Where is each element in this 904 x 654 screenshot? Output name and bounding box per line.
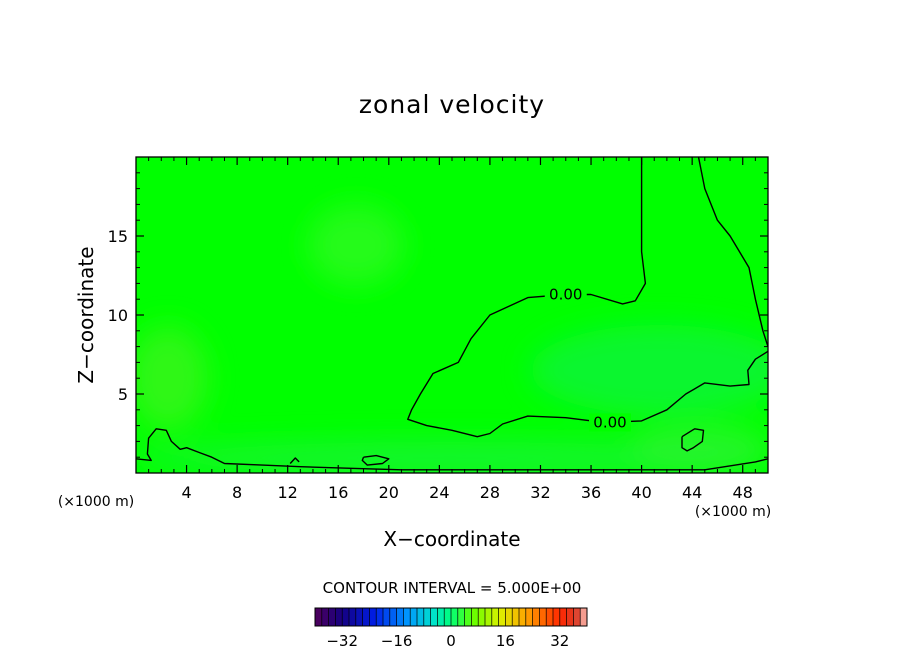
x-unit-label: (×1000 m) — [695, 504, 771, 520]
colorbar-swatch — [478, 608, 486, 626]
x-tick-label: 32 — [530, 483, 550, 502]
colorbar-swatch — [566, 608, 574, 626]
x-tick-label: 24 — [429, 483, 449, 502]
x-tick-label: 44 — [682, 483, 702, 502]
contour-label-bg-0 — [544, 285, 587, 304]
colorbar-swatch — [519, 608, 526, 626]
x-axis-ticks: 4 8 12 16 20 24 28 32 36 40 44 48 — [148, 157, 756, 502]
colorbar-swatch — [559, 608, 567, 626]
colorbar-tick-label: 32 — [550, 632, 569, 650]
colorbar-swatch — [315, 608, 322, 626]
shade-bottom — [136, 442, 768, 473]
colorbar-swatch — [573, 608, 581, 626]
colorbar-swatch — [580, 608, 588, 626]
colorbar-swatch — [457, 608, 465, 626]
colorbar-swatch — [410, 608, 418, 626]
colorbar-swatch — [525, 608, 533, 626]
x-tick-label: 48 — [733, 483, 753, 502]
contour-label-0: 0.00 — [549, 285, 582, 303]
x-tick-label: 40 — [631, 483, 651, 502]
shade-upper-left — [308, 205, 404, 285]
colorbar-ticks: −32 −16 0 16 32 — [326, 632, 569, 650]
colorbar-swatch — [430, 608, 438, 626]
colorbar-swatch — [546, 608, 554, 626]
colorbar-swatch — [539, 608, 547, 626]
colorbar-swatch — [437, 608, 445, 626]
x-tick-label: 12 — [278, 483, 298, 502]
colorbar-swatch — [362, 608, 370, 626]
colorbar-swatch — [342, 608, 350, 626]
colorbar-swatch — [321, 608, 329, 626]
colorbar-tick-label: 16 — [496, 632, 515, 650]
colorbar-swatch — [383, 608, 390, 626]
colorbar-swatch — [355, 608, 363, 626]
colorbar-swatch — [369, 608, 377, 626]
contour-line-2 — [136, 428, 768, 471]
colorbar-swatch — [328, 608, 336, 626]
contour-line-0 — [407, 157, 768, 438]
y-tick-label: 15 — [108, 227, 128, 246]
colorbar-swatch — [444, 608, 452, 626]
colorbar-swatch — [403, 608, 411, 626]
colorbar-swatch — [485, 608, 492, 626]
colorbar-swatch — [349, 608, 356, 626]
velocity-shading — [136, 205, 768, 473]
colorbar-swatch — [505, 608, 513, 626]
x-tick-label: 36 — [581, 483, 601, 502]
colorbar-swatch — [471, 608, 479, 626]
y-axis-ticks: 5 10 15 — [108, 172, 768, 458]
shade-bottom-right — [630, 423, 768, 473]
colorbar-frame — [314, 607, 588, 627]
colorbar-swatch — [451, 608, 458, 626]
y-tick-label: 5 — [118, 385, 128, 404]
colorbar-swatch — [464, 608, 472, 626]
colorbar-swatch — [396, 608, 404, 626]
contour-label-1: 0.00 — [593, 413, 626, 431]
contour-line-1 — [697, 157, 768, 347]
colorbar-swatch — [423, 608, 431, 626]
colorbar-tick-label: −32 — [326, 632, 358, 650]
colorbar-swatch — [532, 608, 540, 626]
colorbar — [314, 607, 588, 627]
colorbar-swatch — [553, 608, 560, 626]
contour-label-bg-1 — [589, 413, 631, 432]
contour-labels: 0.00 0.00 — [544, 285, 631, 432]
shade-left — [136, 326, 208, 430]
colorbar-tick-label: −16 — [381, 632, 413, 650]
colorbar-swatch — [512, 608, 520, 626]
x-tick-label: 20 — [379, 483, 399, 502]
x-tick-label: 8 — [232, 483, 242, 502]
colorbar-swatch — [376, 608, 384, 626]
chart-title: zonal velocity — [359, 90, 545, 119]
y-axis-label: Z−coordinate — [74, 246, 98, 383]
x-tick-label: 28 — [480, 483, 500, 502]
colorbar-swatch — [417, 608, 424, 626]
colorbar-swatch — [498, 608, 506, 626]
x-axis-label: X−coordinate — [383, 527, 520, 551]
colorbar-swatch — [335, 608, 343, 626]
y-tick-label: 10 — [108, 306, 128, 325]
contour-line-3 — [361, 454, 390, 466]
contour-interval-text: CONTOUR INTERVAL = 5.000E+00 — [323, 579, 582, 597]
colorbar-swatch — [491, 608, 499, 626]
x-tick-label: 16 — [328, 483, 348, 502]
velocity-field — [136, 157, 768, 473]
contour-line-4 — [681, 428, 705, 452]
x-tick-label: 4 — [181, 483, 191, 502]
shade-right-core — [530, 325, 768, 415]
z-unit-label: (×1000 m) — [58, 494, 134, 510]
zero-contours — [136, 157, 768, 471]
contour-line-5 — [289, 457, 300, 464]
colorbar-swatch — [389, 608, 397, 626]
colorbar-tick-label: 0 — [446, 632, 456, 650]
